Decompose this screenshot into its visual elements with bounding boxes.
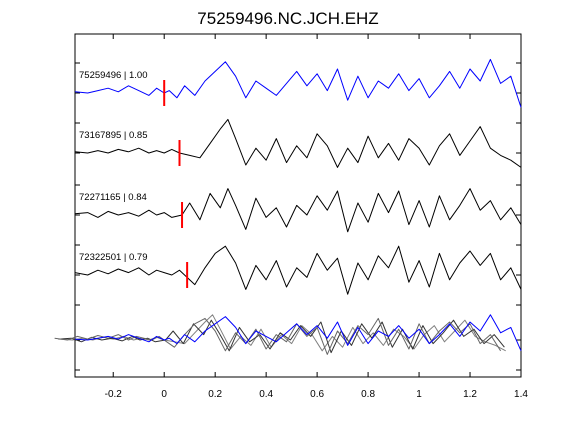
overlay-trace-2 xyxy=(59,314,506,352)
trace-line-4 xyxy=(74,245,522,295)
trace-label-3: 72271165 | 0.84 xyxy=(79,192,147,203)
x-tick-label: 0.2 xyxy=(208,389,222,400)
x-tick-label: 1.2 xyxy=(463,389,477,400)
x-tick-label: 1 xyxy=(416,389,422,400)
trace-line-2 xyxy=(74,118,522,168)
x-tick-label: 0.6 xyxy=(310,389,324,400)
x-tick-label: -0.2 xyxy=(105,389,123,400)
trace-label-1: 75259496 | 1.00 xyxy=(79,70,148,81)
x-tick-label: 0 xyxy=(161,389,167,400)
trace-label-2: 73167895 | 0.85 xyxy=(79,130,148,141)
trace-label-4: 72322501 | 0.79 xyxy=(79,252,148,263)
chart-title: 75259496.NC.JCH.EHZ xyxy=(197,9,378,28)
overlay-trace-4 xyxy=(54,317,502,355)
x-tick-label: 0.8 xyxy=(361,389,375,400)
x-axis-ticks: -0.2 0 0.2 0.4 0.6 0.8 1 1.2 1.4 xyxy=(75,34,528,400)
traces-group: 75259496 | 1.00 73167895 | 0.85 72271165 |… xyxy=(54,58,522,355)
trace-line-3 xyxy=(74,188,522,233)
trace-line-1 xyxy=(74,58,522,108)
x-tick-label: 1.4 xyxy=(514,389,528,400)
x-tick-label: 0.4 xyxy=(259,389,273,400)
plot-frame xyxy=(74,33,522,378)
overlay-trace-1 xyxy=(74,314,522,351)
